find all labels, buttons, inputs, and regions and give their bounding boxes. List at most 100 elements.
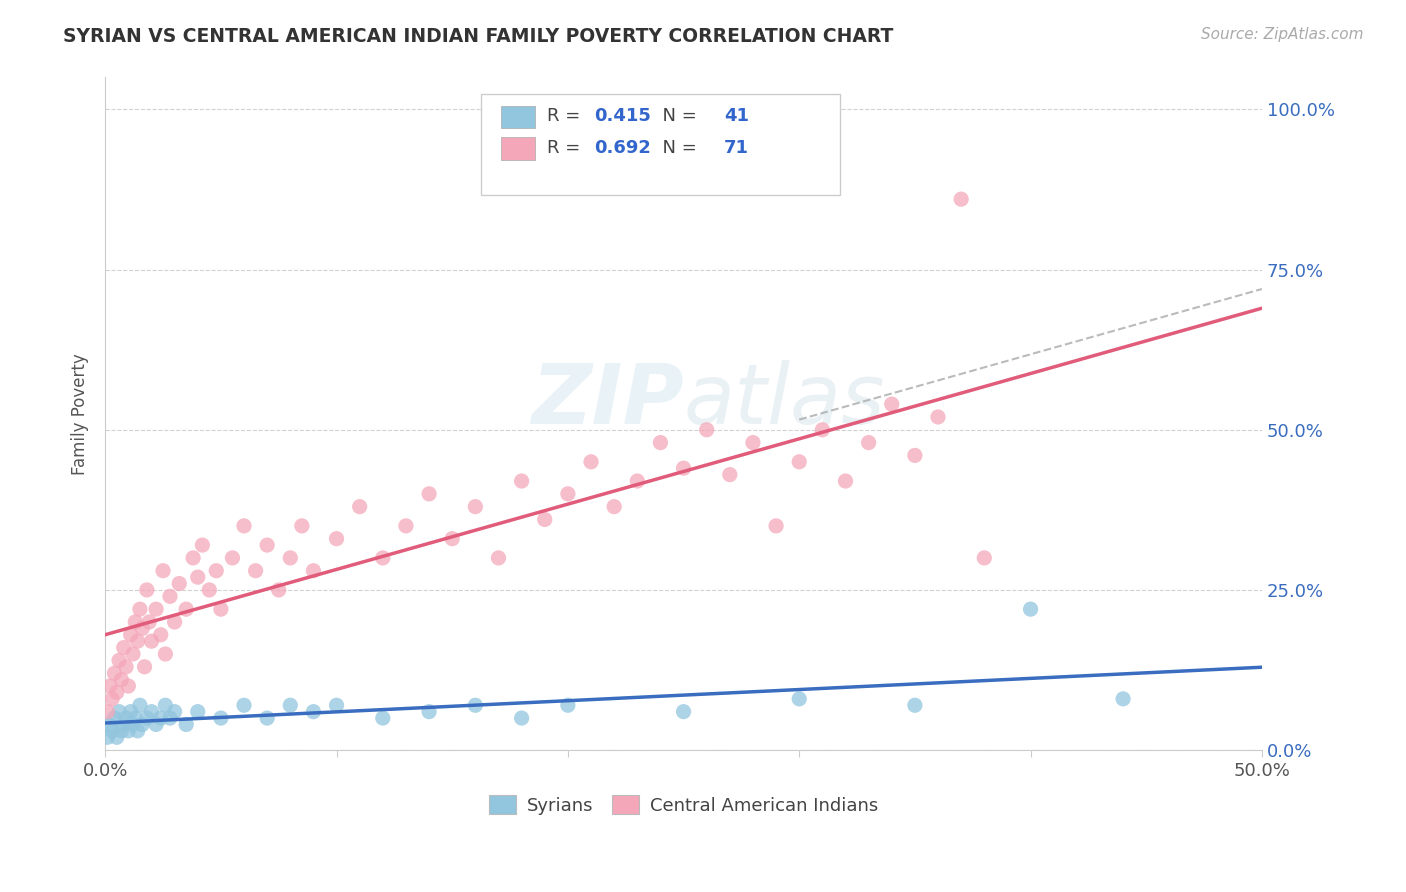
- Point: [557, 698, 579, 713]
- Legend: Syrians, Central American Indians: Syrians, Central American Indians: [482, 788, 886, 822]
- Point: [742, 435, 765, 450]
- Point: [904, 449, 927, 463]
- Point: [141, 634, 163, 648]
- Point: [115, 660, 138, 674]
- Point: [787, 455, 810, 469]
- Point: [418, 487, 440, 501]
- Point: [441, 532, 464, 546]
- Point: [256, 711, 278, 725]
- FancyBboxPatch shape: [501, 137, 536, 160]
- Point: [117, 723, 139, 738]
- Point: [101, 723, 124, 738]
- Point: [120, 705, 142, 719]
- Text: 71: 71: [724, 139, 749, 157]
- Point: [267, 582, 290, 597]
- Point: [278, 698, 301, 713]
- Point: [141, 705, 163, 719]
- Point: [124, 615, 146, 629]
- Point: [209, 711, 232, 725]
- Point: [626, 474, 648, 488]
- Point: [371, 550, 394, 565]
- Point: [765, 519, 787, 533]
- Point: [115, 711, 138, 725]
- Point: [488, 550, 510, 565]
- Point: [96, 731, 118, 745]
- Point: [129, 602, 152, 616]
- Point: [1112, 691, 1135, 706]
- Point: [349, 500, 371, 514]
- Point: [159, 590, 181, 604]
- Point: [149, 711, 172, 725]
- FancyBboxPatch shape: [501, 105, 536, 128]
- Point: [371, 711, 394, 725]
- Point: [672, 461, 695, 475]
- Text: 41: 41: [724, 107, 749, 126]
- Point: [718, 467, 741, 482]
- Point: [101, 691, 124, 706]
- Point: [510, 711, 533, 725]
- Point: [787, 691, 810, 706]
- Text: 0.692: 0.692: [595, 139, 651, 157]
- Point: [1019, 602, 1042, 616]
- Point: [880, 397, 903, 411]
- Point: [174, 602, 197, 616]
- Point: [174, 717, 197, 731]
- Point: [131, 621, 153, 635]
- Point: [129, 698, 152, 713]
- Point: [245, 564, 267, 578]
- Text: SYRIAN VS CENTRAL AMERICAN INDIAN FAMILY POVERTY CORRELATION CHART: SYRIAN VS CENTRAL AMERICAN INDIAN FAMILY…: [63, 27, 894, 45]
- Point: [198, 582, 221, 597]
- Text: R =: R =: [547, 139, 586, 157]
- Point: [149, 628, 172, 642]
- Point: [278, 550, 301, 565]
- Point: [145, 717, 167, 731]
- Point: [325, 698, 347, 713]
- Point: [98, 679, 121, 693]
- Point: [464, 698, 486, 713]
- Y-axis label: Family Poverty: Family Poverty: [72, 353, 89, 475]
- Point: [163, 615, 186, 629]
- Point: [105, 731, 128, 745]
- Point: [135, 711, 157, 725]
- Point: [834, 474, 856, 488]
- Point: [233, 519, 256, 533]
- Point: [533, 512, 555, 526]
- Text: N =: N =: [651, 107, 703, 126]
- Text: ZIP: ZIP: [531, 359, 683, 441]
- Point: [302, 705, 325, 719]
- Point: [950, 192, 973, 206]
- Point: [127, 723, 149, 738]
- Point: [904, 698, 927, 713]
- Point: [181, 550, 204, 565]
- Point: [108, 705, 131, 719]
- Point: [418, 705, 440, 719]
- Point: [110, 723, 132, 738]
- Point: [579, 455, 602, 469]
- Point: [124, 711, 146, 725]
- Point: [152, 564, 174, 578]
- Point: [395, 519, 418, 533]
- Point: [650, 435, 672, 450]
- Point: [973, 550, 995, 565]
- Point: [134, 660, 156, 674]
- Point: [291, 519, 314, 533]
- Point: [672, 705, 695, 719]
- Point: [117, 679, 139, 693]
- Point: [603, 500, 626, 514]
- Point: [464, 500, 486, 514]
- Point: [103, 666, 125, 681]
- Point: [163, 705, 186, 719]
- Text: R =: R =: [547, 107, 586, 126]
- Point: [122, 647, 145, 661]
- Point: [103, 711, 125, 725]
- Point: [96, 705, 118, 719]
- Point: [135, 582, 157, 597]
- Point: [112, 717, 135, 731]
- Point: [187, 705, 209, 719]
- Point: [233, 698, 256, 713]
- Text: atlas: atlas: [683, 359, 886, 441]
- Point: [127, 634, 149, 648]
- Point: [122, 717, 145, 731]
- Point: [131, 717, 153, 731]
- Point: [325, 532, 347, 546]
